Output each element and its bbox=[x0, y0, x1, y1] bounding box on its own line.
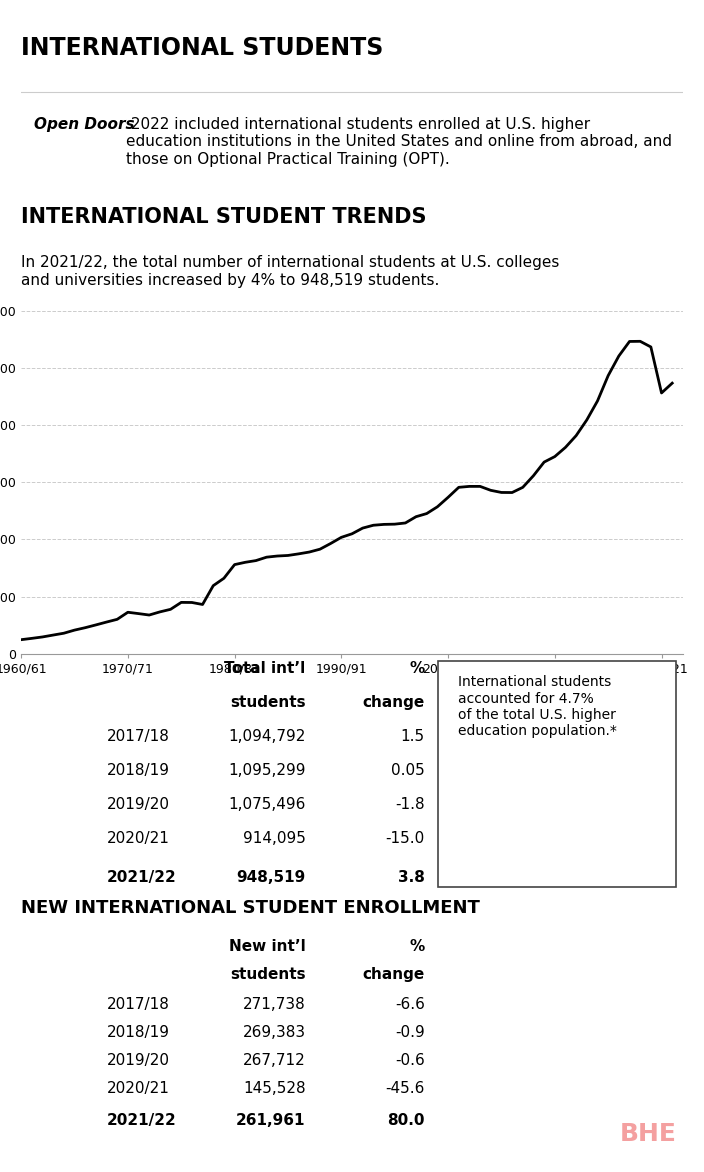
Text: New int’l: New int’l bbox=[229, 940, 306, 954]
Text: Total int’l: Total int’l bbox=[225, 661, 306, 676]
Text: students: students bbox=[230, 695, 306, 710]
Text: 2019/20: 2019/20 bbox=[107, 797, 170, 812]
Text: 948,519: 948,519 bbox=[237, 870, 306, 885]
Text: NEW INTERNATIONAL STUDENT ENROLLMENT: NEW INTERNATIONAL STUDENT ENROLLMENT bbox=[21, 899, 480, 917]
Text: -0.9: -0.9 bbox=[395, 1026, 425, 1040]
FancyBboxPatch shape bbox=[438, 661, 677, 887]
Text: INTERNATIONAL STUDENT TRENDS: INTERNATIONAL STUDENT TRENDS bbox=[21, 206, 427, 226]
Text: 269,383: 269,383 bbox=[243, 1026, 306, 1040]
Text: 2017/18: 2017/18 bbox=[107, 729, 170, 744]
Text: BHE: BHE bbox=[620, 1122, 677, 1146]
Text: 1,095,299: 1,095,299 bbox=[228, 763, 306, 778]
Text: -6.6: -6.6 bbox=[395, 997, 425, 1013]
Text: 80.0: 80.0 bbox=[387, 1113, 425, 1129]
Text: 2020/21: 2020/21 bbox=[107, 1081, 170, 1096]
Text: 2022 included international students enrolled at U.S. higher
education instituti: 2022 included international students enr… bbox=[126, 117, 672, 166]
Text: 2020/21: 2020/21 bbox=[107, 831, 170, 846]
Text: 261,961: 261,961 bbox=[236, 1113, 306, 1129]
Text: 2021/22: 2021/22 bbox=[107, 1113, 177, 1129]
Text: students: students bbox=[230, 967, 306, 982]
Text: change: change bbox=[363, 695, 425, 710]
Text: 271,738: 271,738 bbox=[243, 997, 306, 1013]
Text: %: % bbox=[410, 661, 425, 676]
Text: 1,075,496: 1,075,496 bbox=[228, 797, 306, 812]
Text: 0.05: 0.05 bbox=[391, 763, 425, 778]
Text: -0.6: -0.6 bbox=[395, 1052, 425, 1068]
Text: -45.6: -45.6 bbox=[385, 1081, 425, 1096]
Text: -1.8: -1.8 bbox=[395, 797, 425, 812]
Text: In 2021/22, the total number of international students at U.S. colleges
and univ: In 2021/22, the total number of internat… bbox=[21, 255, 560, 287]
Text: 2019/20: 2019/20 bbox=[107, 1052, 170, 1068]
Text: International students
accounted for 4.7%
of the total U.S. higher
education pop: International students accounted for 4.7… bbox=[458, 675, 617, 738]
Text: 2017/18: 2017/18 bbox=[107, 997, 170, 1013]
Text: -15.0: -15.0 bbox=[386, 831, 425, 846]
Text: INTERNATIONAL STUDENTS: INTERNATIONAL STUDENTS bbox=[21, 36, 384, 61]
Text: 914,095: 914,095 bbox=[243, 831, 306, 846]
Text: 3.8: 3.8 bbox=[398, 870, 425, 885]
Text: 267,712: 267,712 bbox=[243, 1052, 306, 1068]
Text: 1.5: 1.5 bbox=[401, 729, 425, 744]
Text: 145,528: 145,528 bbox=[243, 1081, 306, 1096]
Text: 2018/19: 2018/19 bbox=[107, 763, 170, 778]
Text: 1,094,792: 1,094,792 bbox=[228, 729, 306, 744]
Text: Open Doors: Open Doors bbox=[34, 117, 135, 132]
Text: change: change bbox=[363, 967, 425, 982]
Text: 2018/19: 2018/19 bbox=[107, 1026, 170, 1040]
Text: %: % bbox=[410, 940, 425, 954]
Text: 2021/22: 2021/22 bbox=[107, 870, 177, 885]
